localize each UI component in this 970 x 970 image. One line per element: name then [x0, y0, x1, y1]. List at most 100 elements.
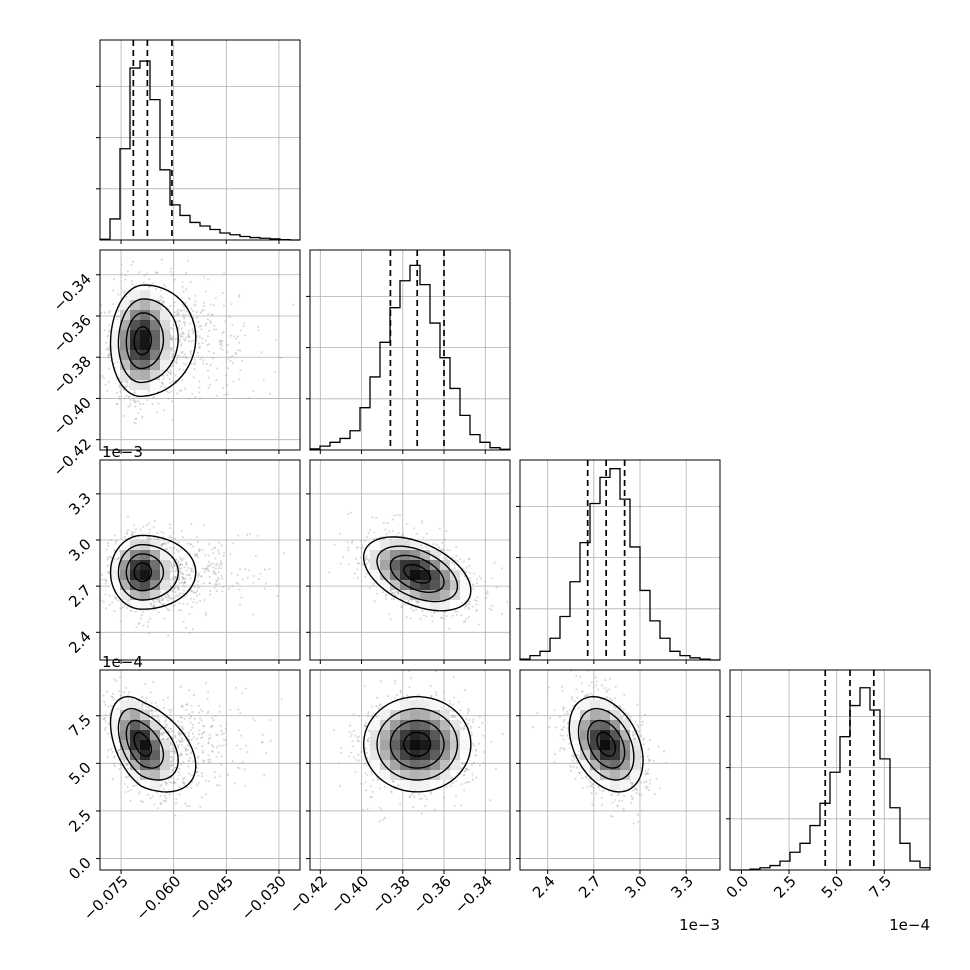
- scatter-point: [238, 603, 242, 606]
- scatter-point: [96, 671, 98, 673]
- scatter-point: [107, 311, 110, 314]
- scatter-point: [113, 678, 116, 681]
- scatter-point: [195, 747, 198, 750]
- scatter-point: [219, 562, 222, 565]
- scatter-point: [196, 351, 199, 354]
- scatter-point: [191, 732, 195, 735]
- scatter-point: [244, 334, 247, 337]
- scatter-point: [220, 560, 223, 563]
- scatter-point: [207, 758, 210, 761]
- scatter-point: [151, 795, 154, 798]
- scatter-point: [239, 568, 242, 571]
- scatter-point: [213, 304, 216, 307]
- scatter-point: [168, 727, 171, 730]
- scatter-point: [140, 613, 143, 617]
- scatter-point: [188, 689, 191, 692]
- scatter-point: [214, 776, 217, 779]
- scatter-point: [201, 751, 204, 754]
- scatter-point: [191, 392, 194, 395]
- scatter-point: [171, 355, 174, 358]
- scatter-point: [198, 325, 201, 328]
- scatter-point: [215, 733, 218, 736]
- scatter-point: [183, 585, 186, 588]
- scatter-point: [168, 523, 172, 526]
- scatter-point: [174, 278, 177, 281]
- scatter-point: [229, 334, 232, 337]
- scatter-point: [172, 781, 175, 784]
- scatter-point: [100, 311, 103, 314]
- scatter-point: [169, 710, 172, 713]
- scatter-point: [149, 602, 152, 605]
- scatter-point: [397, 592, 400, 595]
- scatter-point: [104, 726, 108, 729]
- contour-line: [133, 326, 153, 356]
- scatter-point: [197, 704, 200, 707]
- scatter-point: [190, 750, 193, 754]
- scatter-point: [171, 763, 175, 766]
- scatter-point: [225, 739, 228, 742]
- scatter-point: [172, 599, 175, 602]
- scatter-point: [403, 603, 406, 606]
- scatter-point: [171, 576, 174, 579]
- scatter-point: [203, 725, 206, 728]
- scatter-point: [149, 538, 152, 541]
- scatter-point: [197, 354, 200, 357]
- scatter-point: [125, 763, 128, 766]
- scatter-point: [192, 694, 195, 697]
- scatter-point: [189, 757, 192, 760]
- scatter-point: [276, 595, 279, 598]
- scatter-point: [264, 582, 268, 585]
- scatter-point: [160, 381, 164, 384]
- scatter-point: [172, 552, 175, 555]
- scatter-point: [179, 389, 182, 392]
- scatter-point: [172, 605, 175, 608]
- scatter-point: [183, 338, 186, 341]
- scatter-point: [103, 728, 106, 731]
- scatter-point: [252, 574, 255, 577]
- contour-line: [109, 284, 197, 398]
- density-bin: [150, 340, 160, 350]
- scatter-point: [197, 346, 201, 349]
- scatter-point: [106, 570, 109, 573]
- scatter-point: [237, 729, 241, 732]
- scatter-point: [238, 378, 241, 381]
- scatter-point: [194, 395, 197, 399]
- scatter-point: [172, 578, 175, 581]
- scatter-point: [145, 696, 148, 700]
- scatter-point: [261, 741, 264, 744]
- scatter-point: [191, 309, 194, 312]
- panel-frame: [99, 39, 301, 241]
- contour-line: [133, 562, 153, 583]
- scatter-point: [173, 587, 176, 590]
- scatter-point: [204, 554, 207, 557]
- scatter-point: [170, 570, 173, 573]
- scatter-point: [252, 613, 255, 616]
- scatter-point: [174, 766, 177, 769]
- density-bin: [150, 590, 160, 600]
- scatter-point: [163, 794, 166, 797]
- scatter-point: [360, 547, 363, 550]
- scatter-point: [124, 790, 127, 794]
- scatter-point: [182, 620, 185, 623]
- scatter-point: [169, 337, 172, 341]
- scatter-point: [236, 574, 239, 577]
- scatter-point: [178, 732, 181, 735]
- scatter-point: [195, 601, 198, 605]
- scatter-point: [129, 799, 132, 802]
- scatter-point: [112, 698, 115, 701]
- scatter-point: [269, 739, 272, 742]
- scatter-point: [104, 578, 107, 581]
- panel-content: [100, 258, 295, 425]
- scatter-point: [180, 743, 183, 747]
- scatter-point: [171, 380, 174, 383]
- scatter-point: [211, 357, 215, 360]
- scatter-point: [224, 727, 228, 730]
- scatter-point: [106, 541, 109, 544]
- scatter-point: [114, 542, 117, 545]
- scatter-point: [178, 338, 181, 341]
- scatter-point: [192, 736, 196, 739]
- scatter-point: [133, 421, 136, 424]
- scatter-point: [263, 568, 267, 571]
- scatter-point: [119, 763, 122, 766]
- scatter-point: [120, 273, 123, 276]
